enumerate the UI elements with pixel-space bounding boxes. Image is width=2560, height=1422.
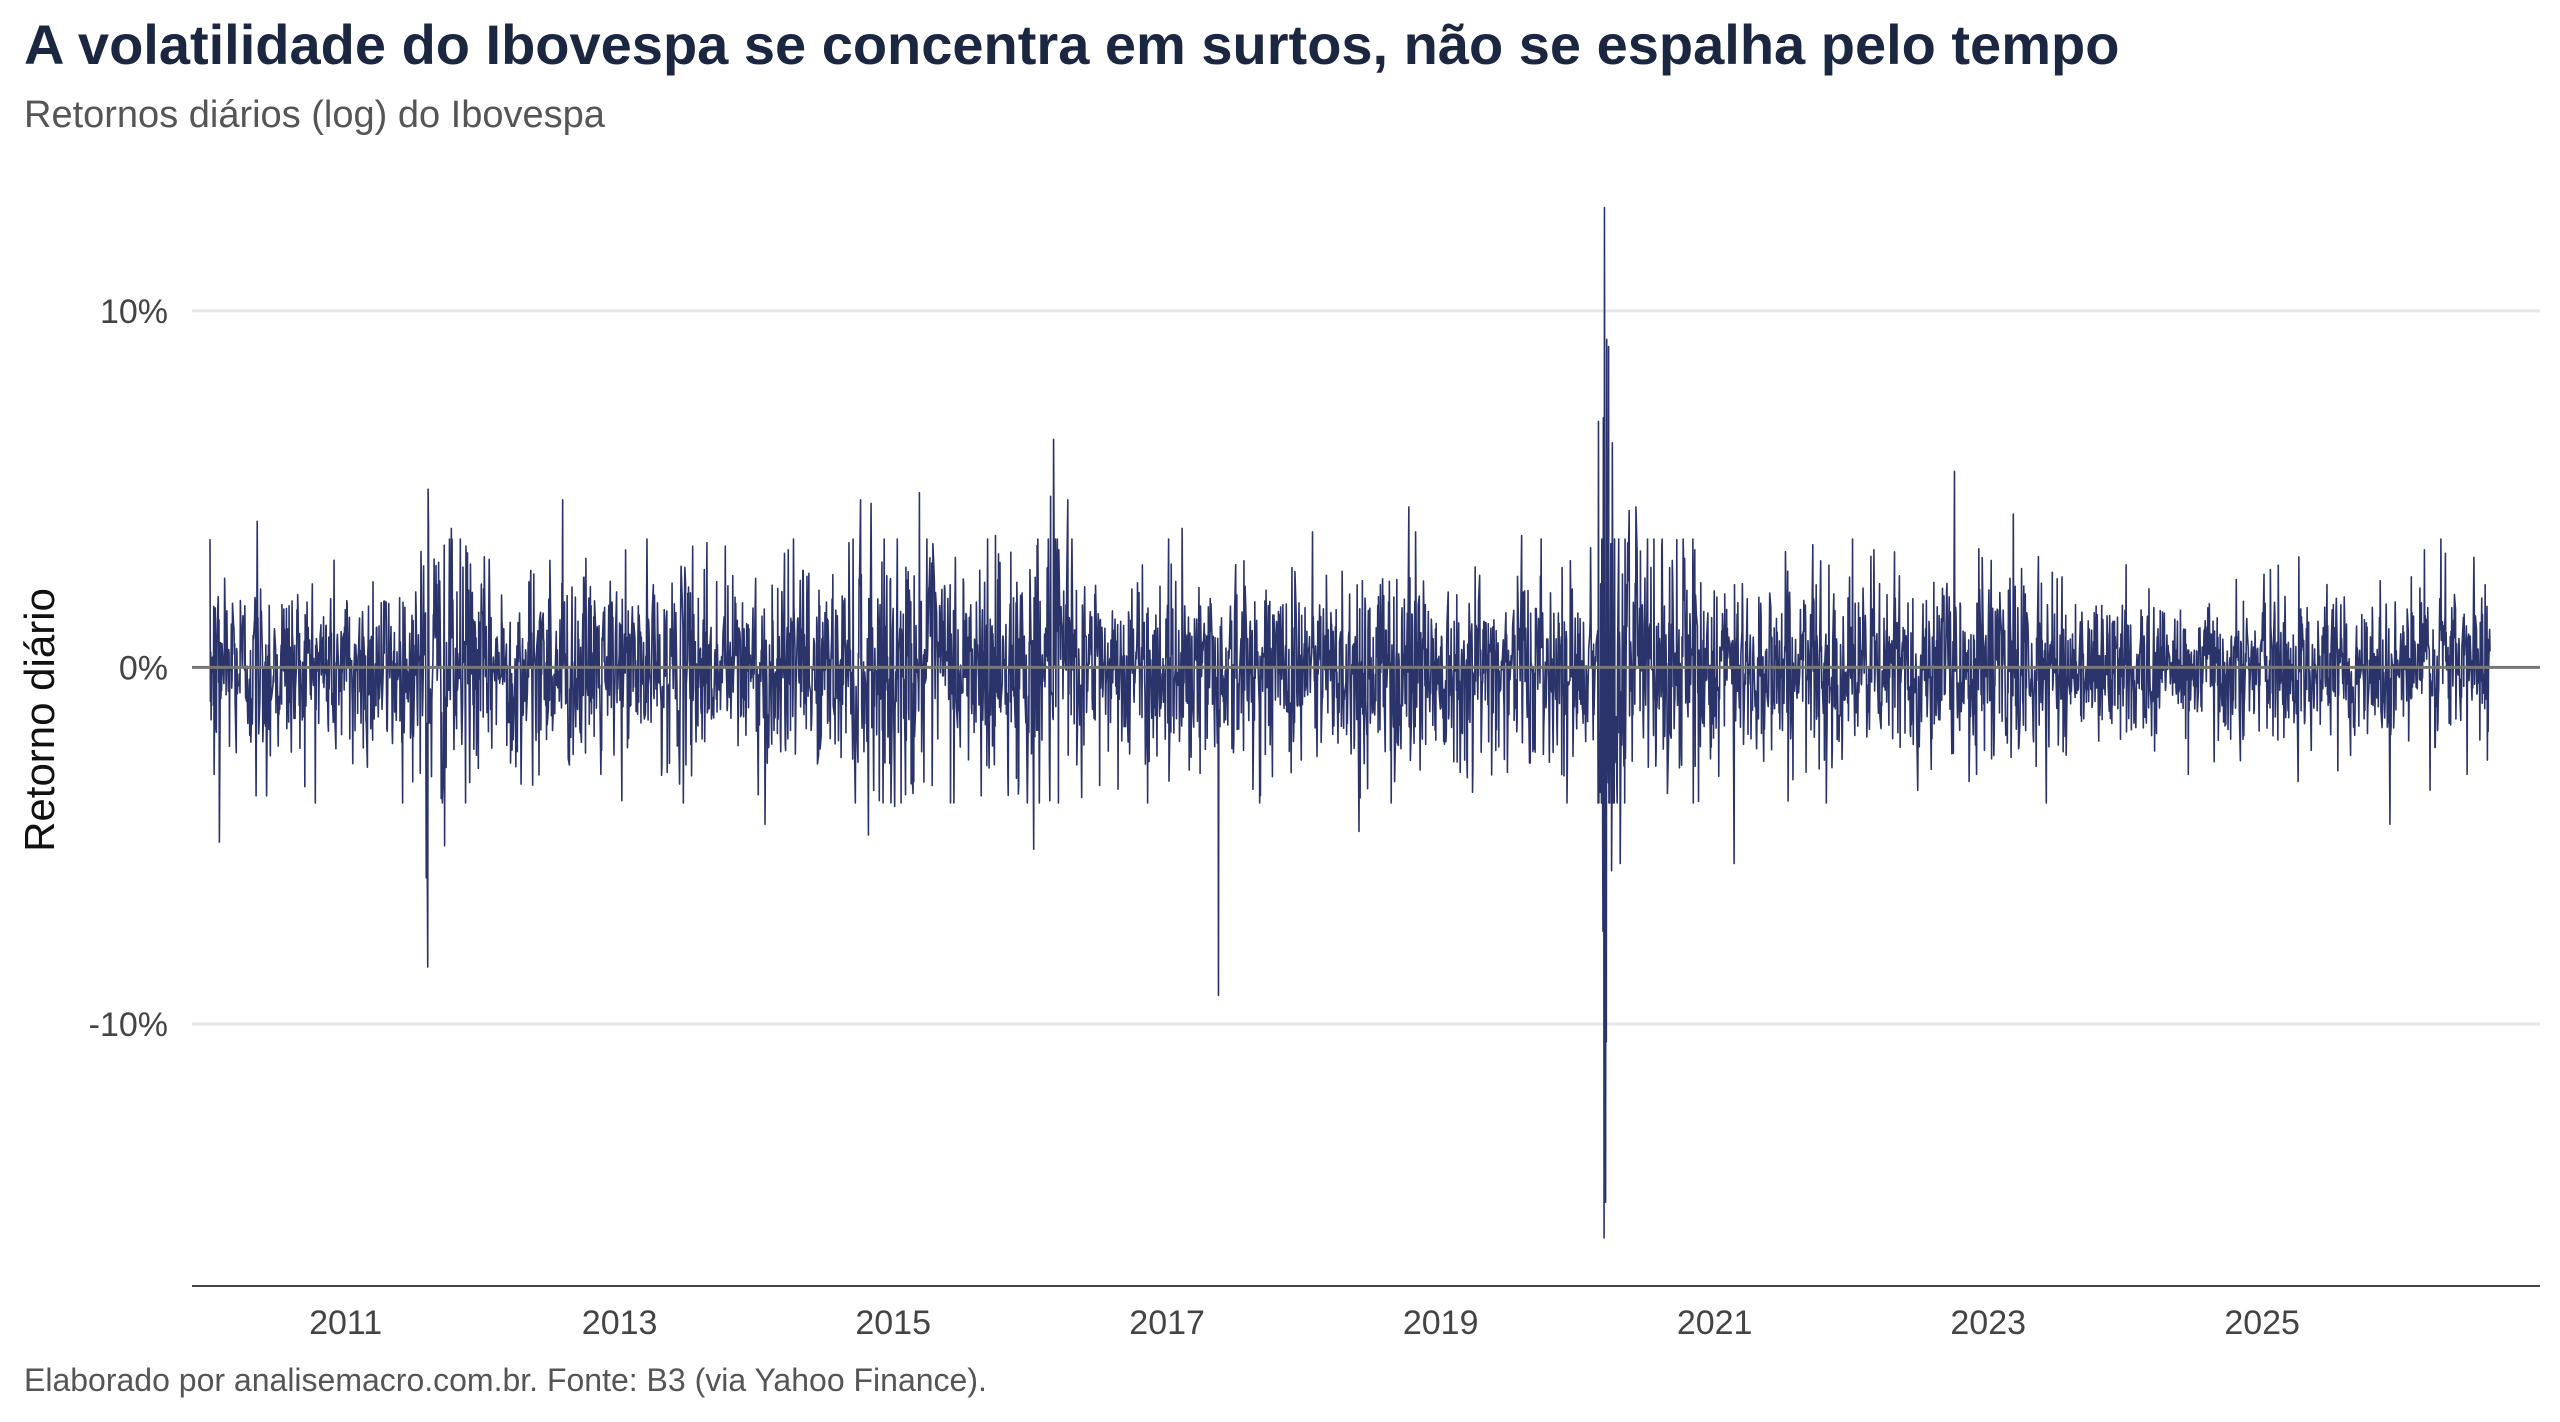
x-tick-label: 2011 (309, 1304, 382, 1342)
y-tick-label: 0% (119, 649, 168, 687)
chart-subtitle: Retornos diários (log) do Ibovespa (24, 94, 605, 136)
x-tick-label: 2017 (1129, 1304, 1205, 1342)
axis-layer: 10% 0% -10% 2011 2013 2015 2017 2019 2021 2023 202… (89, 293, 2540, 1342)
grid-layer (192, 309, 2540, 1026)
y-axis-title: Retorno diário (16, 588, 63, 852)
x-tick-label: 2015 (855, 1304, 931, 1342)
chart-title: A volatilidade do Ibovespa se concentra … (24, 13, 2120, 76)
chart-caption: Elaborado por analisemacro.com.br. Fonte… (24, 1362, 987, 1398)
x-tick-label: 2025 (2224, 1304, 2300, 1342)
y-tick-label: -10% (89, 1006, 168, 1044)
series-line-ibovespa-returns (209, 206, 2491, 1239)
x-tick-label: 2021 (1677, 1304, 1753, 1342)
x-tick-label: 2019 (1403, 1304, 1479, 1342)
x-tick-label: 2013 (582, 1304, 658, 1342)
y-tick-label: 10% (100, 293, 168, 331)
x-tick-label: 2023 (1950, 1304, 2026, 1342)
series-layer (192, 206, 2540, 1239)
